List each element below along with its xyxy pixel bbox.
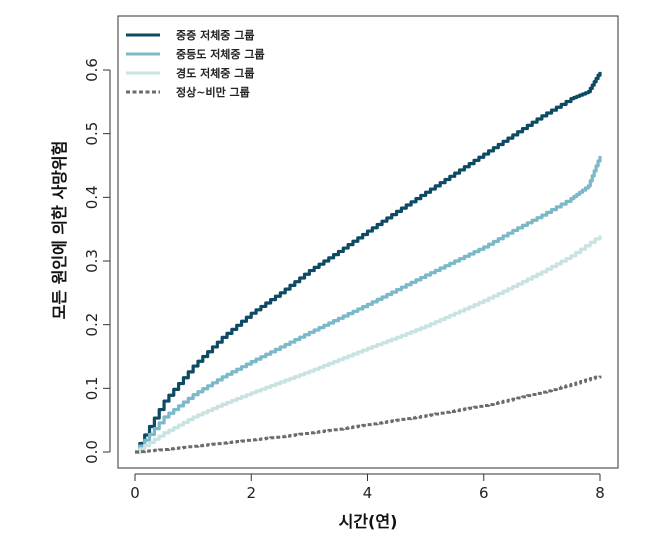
series-line-4 <box>135 375 602 454</box>
series-line-3 <box>135 235 602 454</box>
legend-label: 중증 저체중 그룹 <box>176 28 255 42</box>
y-tick-label: 0.2 <box>83 313 101 337</box>
y-tick-label: 0.4 <box>83 185 101 209</box>
series-line-2 <box>135 155 602 454</box>
y-tick-label: 0.0 <box>83 440 101 464</box>
x-tick-label: 2 <box>246 484 256 502</box>
y-tick-label: 0.3 <box>83 249 101 273</box>
x-tick-label: 6 <box>479 484 489 502</box>
y-tick-label: 0.5 <box>83 122 101 146</box>
legend-label: 중등도 저체중 그룹 <box>176 47 265 61</box>
plot-frame <box>117 15 619 469</box>
x-tick-label: 4 <box>363 484 373 502</box>
x-tick-label: 8 <box>595 484 605 502</box>
series-lines <box>135 71 602 454</box>
x-tick-label: 0 <box>130 484 140 502</box>
series-line-1 <box>135 71 602 454</box>
x-axis-title: 시간(연) <box>339 512 398 531</box>
y-tick-label: 0.1 <box>83 376 101 400</box>
y-tick-label: 0.6 <box>83 58 101 82</box>
legend-label: 경도 저체중 그룹 <box>176 66 255 80</box>
y-axis-title: 모든 원인에 의한 사망위험 <box>50 141 69 320</box>
legend-label: 정상~비만 그룹 <box>176 85 250 99</box>
axes: 0 2 4 6 8 0.0 0.1 0.2 0.3 0.4 0.5 0.6 <box>83 58 605 502</box>
